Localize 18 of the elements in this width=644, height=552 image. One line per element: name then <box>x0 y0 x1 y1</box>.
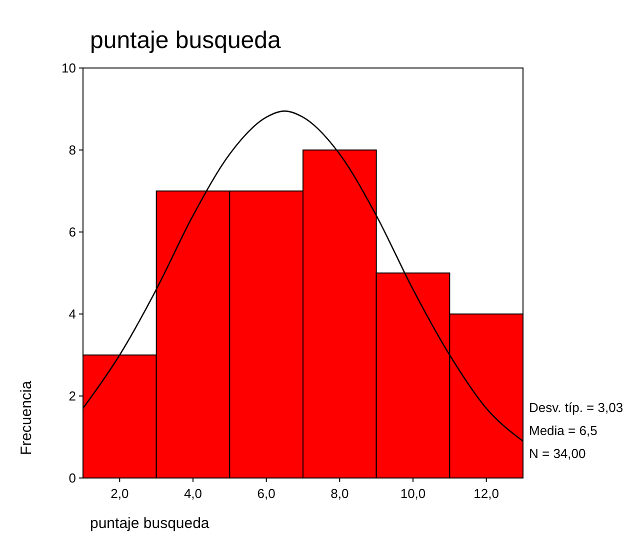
text: N = 34,00 <box>529 446 586 461</box>
y-tick-label: 8 <box>68 142 76 158</box>
x-tick-label: 6,0 <box>257 486 276 501</box>
x-tick-label: 12,0 <box>474 486 499 501</box>
y-tick-label: 2 <box>68 388 76 404</box>
y-axis-title: Frecuencia <box>18 380 35 456</box>
x-tick-label: 8,0 <box>330 486 349 501</box>
x-tick-label: 10,0 <box>400 486 426 501</box>
text: Desv. típ. = 3,03 <box>529 400 624 415</box>
y-tick-label: 0 <box>68 470 76 486</box>
y-tick-label: 10 <box>62 60 76 76</box>
x-tick-label: 2,0 <box>110 486 129 501</box>
chart-title: puntaje busqueda <box>90 27 282 54</box>
x-axis-title: puntaje busqueda <box>90 515 210 532</box>
y-tick-label: 4 <box>68 306 76 322</box>
y-tick-label: 6 <box>68 224 76 240</box>
x-tick-label: 4,0 <box>184 486 202 501</box>
text: Media = 6,5 <box>529 423 598 438</box>
